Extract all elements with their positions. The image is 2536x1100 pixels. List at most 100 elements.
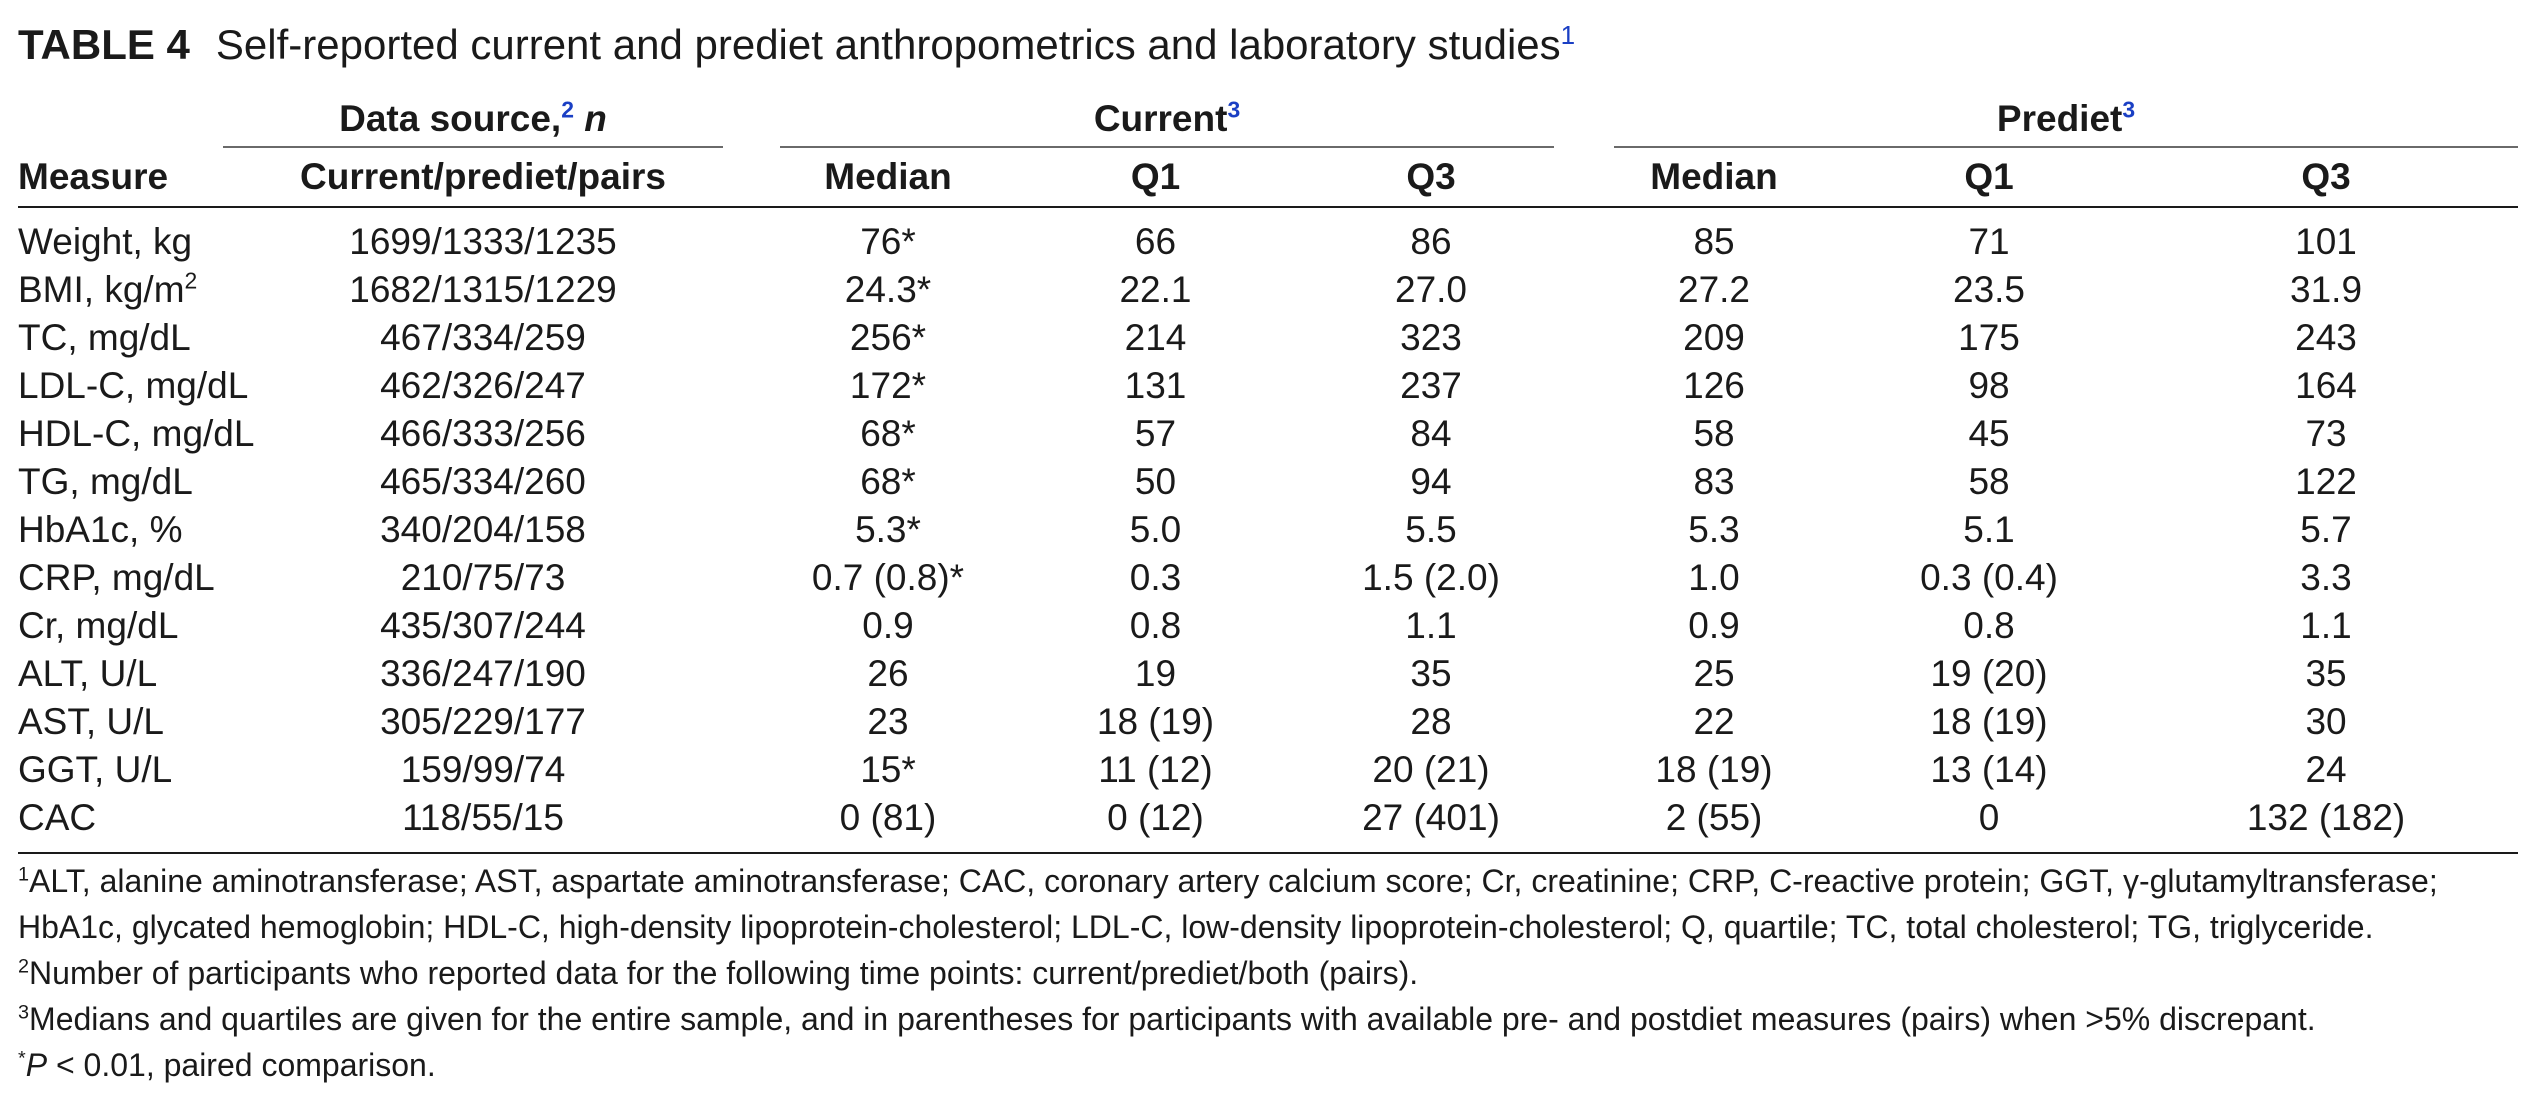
current-median-cell: 0.9: [862, 605, 914, 646]
prediet-median-cell: 83: [1693, 461, 1735, 502]
current-median-cell: 68*: [860, 461, 916, 502]
current-q3-cell: 35: [1410, 653, 1452, 694]
data-source-cell: 435/307/244: [380, 605, 586, 646]
table-row: Cr, mg/dL 435/307/244 0.9 0.8 1.1 0.9 0.8 1.1: [18, 602, 2518, 650]
table-row: BMI, kg/m2 1682/1315/1229 24.3* 22.1 27.0 27.…: [18, 266, 2518, 314]
prediet-q3-cell: 73: [2305, 413, 2347, 454]
prediet-q3-cell: 24: [2305, 749, 2347, 790]
measure-cell: TG, mg/dL: [18, 461, 193, 502]
current-median-cell: 26: [867, 653, 909, 694]
measure-cell: AST, U/L: [18, 701, 164, 742]
current-median-cell: 256*: [849, 317, 927, 358]
caption-footnote-ref[interactable]: 1: [1560, 20, 1576, 50]
prediet-q3-cell: 3.3: [2300, 557, 2352, 598]
data-source-cell: 462/326/247: [380, 365, 586, 406]
measure-cell: TC, mg/dL: [18, 317, 191, 358]
prediet-median-header: Median: [1650, 156, 1778, 197]
current-median-cell: 68*: [860, 413, 916, 454]
current-q1-cell: 18 (19): [1096, 701, 1215, 742]
prediet-q1-cell: 0: [1978, 797, 2000, 838]
current-q3-cell: 27.0: [1395, 269, 1468, 310]
prediet-q1-header: Q1: [1964, 156, 2014, 197]
prediet-q3-cell: 164: [2295, 365, 2357, 406]
table-title: Self-reported current and prediet anthro…: [215, 21, 1561, 68]
current-q3-cell: 86: [1410, 221, 1452, 262]
current-q1-cell: 214: [1124, 317, 1187, 358]
data-source-header: Current/prediet/pairs: [300, 156, 666, 197]
table-row: LDL-C, mg/dL 462/326/247 172* 131 237 126 98 16…: [18, 362, 2518, 410]
table-row: TG, mg/dL 465/334/260 68* 50 94 83 58 122: [18, 458, 2518, 506]
prediet-q1-cell: 98: [1968, 365, 2010, 406]
prediet-median-cell: 2 (55): [1665, 797, 1763, 838]
prediet-q1-cell: 175: [1958, 317, 2020, 358]
data-source-cell: 467/334/259: [380, 317, 586, 358]
prediet-median-cell: 5.3: [1688, 509, 1740, 550]
measure-cell: HbA1c, %: [18, 509, 183, 550]
measure-cell: ALT, U/L: [18, 653, 158, 694]
prediet-median-cell: 18 (19): [1655, 749, 1773, 790]
current-median-cell: 24.3*: [844, 269, 932, 310]
prediet-median-cell: 27.2: [1678, 269, 1751, 310]
current-q3-cell: 27 (401): [1362, 797, 1500, 838]
table-row: CAC 118/55/15 0 (81) 0 (12) 27 (401) 2 (55) 0 1…: [18, 794, 2518, 853]
prediet-q3-cell: 132 (182): [2246, 797, 2406, 838]
current-median-cell: 15*: [860, 749, 916, 790]
prediet-median-cell: 25: [1693, 653, 1735, 694]
table-caption: TABLE 4 Self-reported current and prediet…: [18, 14, 1575, 76]
current-q3-cell: 94: [1410, 461, 1452, 502]
prediet-median-cell: 1.0: [1688, 557, 1740, 598]
current-q1-cell: 19: [1134, 653, 1177, 694]
data-source-cell: 465/334/260: [380, 461, 586, 502]
current-q1-cell: 57: [1134, 413, 1177, 454]
prediet-q3-cell: 30: [2305, 701, 2347, 742]
current-median-cell: 23: [867, 701, 909, 742]
data-source-group-header: Data source,2 n: [223, 86, 743, 148]
current-q3-cell: 1.5 (2.0): [1362, 557, 1500, 598]
current-q1-cell: 0.8: [1129, 605, 1182, 646]
prediet-q1-cell: 45: [1968, 413, 2010, 454]
footnote-3: 3Medians and quartiles are given for the…: [18, 1001, 2316, 1037]
current-q1-cell: 5.0: [1129, 509, 1182, 550]
prediet-q1-cell: 18 (19): [1930, 701, 2048, 742]
prediet-footnote-ref[interactable]: 3: [2122, 96, 2136, 123]
prediet-q1-cell: 19 (20): [1930, 653, 2048, 694]
prediet-q1-cell: 13 (14): [1930, 749, 2048, 790]
current-footnote-ref[interactable]: 3: [1227, 96, 1241, 123]
table-row: GGT, U/L 159/99/74 15* 11 (12) 20 (21) 18 (19…: [18, 746, 2518, 794]
data-source-footnote-ref[interactable]: 2: [561, 96, 574, 123]
table-row: HbA1c, % 340/204/158 5.3* 5.0 5.5 5.3 5.1 5.7: [18, 506, 2518, 554]
prediet-median-cell: 85: [1693, 221, 1735, 262]
footnote-2: 2Number of participants who reported dat…: [18, 955, 1419, 991]
prediet-q1-cell: 5.1: [1963, 509, 2015, 550]
prediet-q1-cell: 23.5: [1953, 269, 2026, 310]
table-row: Weight, kg 1699/1333/1235 76* 66 86 85 71 101: [18, 207, 2518, 266]
current-q1-cell: 22.1: [1119, 269, 1192, 310]
prediet-q3-cell: 101: [2295, 221, 2357, 262]
prediet-q1-cell: 71: [1968, 221, 2010, 262]
measure-header: Measure: [18, 156, 169, 197]
table-row: HDL-C, mg/dL 466/333/256 68* 57 84 58 45 73: [18, 410, 2518, 458]
current-q1-cell: 131: [1124, 365, 1187, 406]
current-q1-cell: 11 (12): [1098, 749, 1213, 790]
data-source-cell: 159/99/74: [400, 749, 566, 790]
prediet-q3-cell: 1.1: [2300, 605, 2352, 646]
measure-group-spacer: [18, 86, 223, 148]
current-group-header: Current3: [743, 86, 1584, 148]
current-q1-header: Q1: [1130, 156, 1181, 197]
measure-cell: HDL-C, mg/dL: [18, 413, 255, 454]
prediet-median-cell: 22: [1693, 701, 1735, 742]
current-median-cell: 76*: [860, 221, 916, 262]
current-q3-cell: 1.1: [1405, 605, 1457, 646]
prediet-median-cell: 209: [1683, 317, 1745, 358]
prediet-q3-cell: 122: [2295, 461, 2357, 502]
prediet-median-cell: 58: [1693, 413, 1735, 454]
prediet-q3-cell: 243: [2295, 317, 2357, 358]
table-label: TABLE 4: [18, 21, 190, 68]
group-header-row: Data source,2 n Current3 Prediet3: [18, 86, 2519, 148]
current-q3-cell: 323: [1400, 317, 1462, 358]
data-source-cell: 210/75/73: [400, 557, 566, 598]
table-row: AST, U/L 305/229/177 23 18 (19) 28 22 18 (19) 3…: [18, 698, 2518, 746]
prediet-q1-cell: 58: [1968, 461, 2010, 502]
current-median-cell: 5.3*: [855, 509, 921, 550]
current-q1-cell: 50: [1134, 461, 1177, 502]
